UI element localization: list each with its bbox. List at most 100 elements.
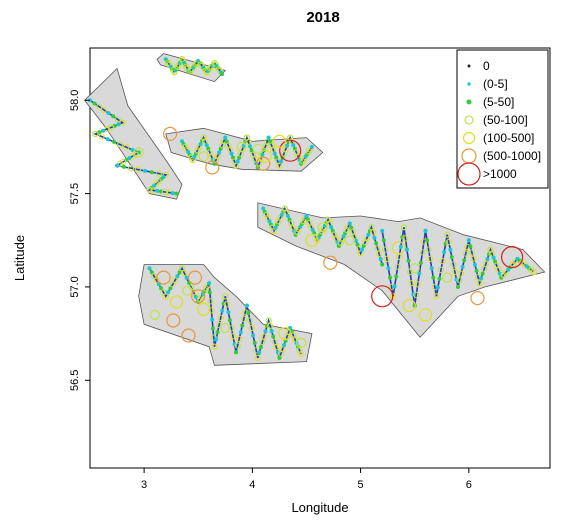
track-observation-point	[155, 170, 162, 177]
track-observation-point	[433, 293, 440, 300]
survey-area-north-strip	[156, 53, 227, 83]
track-observation-point	[215, 330, 220, 335]
track-observation-point	[220, 308, 225, 313]
track-observation-point	[170, 191, 175, 196]
track-observation-point	[146, 186, 153, 193]
track-observation-point	[152, 183, 157, 188]
legend-label: (500-1000]	[483, 149, 541, 163]
track-observation-point	[530, 268, 537, 276]
track-observation-point	[175, 274, 180, 279]
track-observation-point	[386, 266, 391, 271]
track-observation-point	[462, 250, 469, 257]
track-observation-point	[204, 143, 209, 148]
track-observation-point	[288, 326, 293, 330]
observation-point	[133, 147, 144, 158]
track-observation-point	[246, 317, 254, 324]
track-observation-point	[329, 225, 334, 230]
track-observation-point	[206, 149, 213, 156]
track-observation-point	[423, 228, 428, 233]
observation-point	[236, 141, 247, 152]
track-observation-point	[408, 280, 415, 287]
track-observation-point	[217, 314, 224, 321]
y-axis: 56.5 57.0 57.5 58.0	[69, 90, 90, 391]
track-observation-point	[207, 65, 214, 72]
observation-point	[187, 270, 203, 285]
legend-label: (100-500]	[483, 131, 534, 145]
track-observation-point	[211, 59, 218, 67]
observation-point	[198, 151, 209, 162]
track-observation-point	[296, 347, 303, 354]
track-observation-point	[281, 205, 288, 212]
track-observation-point	[449, 255, 454, 260]
track-observation-point	[405, 247, 409, 252]
observation-point	[278, 327, 292, 341]
track-observation-point	[337, 239, 344, 246]
track-observation-point	[262, 143, 269, 150]
track-observation-point	[200, 134, 207, 141]
track-observations	[88, 56, 537, 361]
track-observation-point	[418, 260, 423, 265]
observation-point	[317, 222, 328, 233]
track-observation-point	[479, 276, 484, 281]
x-tick-label: 6	[466, 479, 472, 491]
track-observation-point	[92, 130, 99, 137]
track-observation-point	[263, 211, 270, 218]
track-observation-point	[267, 219, 272, 224]
track-observation-point	[291, 143, 296, 148]
track-observation-point	[406, 258, 411, 263]
track-observation-point	[207, 281, 212, 286]
track-line-2	[181, 135, 313, 170]
track-observation-point	[96, 103, 103, 110]
track-observation-point	[178, 265, 186, 272]
y-axis-title: Latitude	[12, 235, 27, 281]
track-observation-point	[382, 246, 389, 253]
track-observation-point	[161, 188, 169, 196]
track-observation-point	[277, 355, 282, 360]
track-observation-point	[261, 206, 266, 211]
track-observation-point	[398, 244, 403, 249]
track-observation-point	[272, 151, 277, 156]
track-observation-point	[217, 150, 222, 155]
track-observation-point	[184, 275, 189, 280]
y-tick-label: 56.5	[69, 370, 81, 391]
track-observation-point	[112, 139, 116, 144]
track-observation-point	[238, 330, 243, 335]
track-observation-point	[279, 212, 284, 217]
track-observation-point	[266, 135, 271, 140]
track-observation-point	[120, 158, 127, 165]
legend-marker	[467, 64, 471, 68]
track-observation-point	[260, 333, 267, 340]
track-observation-point	[107, 124, 115, 131]
track-observation-point	[427, 255, 434, 262]
track-observation-point	[380, 228, 385, 233]
track-observation-point	[116, 122, 121, 127]
track-observation-point	[431, 275, 436, 280]
track-observation-point	[276, 162, 283, 169]
track-observation-point	[153, 180, 160, 187]
track-observation-point	[444, 231, 451, 238]
track-observation-point	[419, 249, 426, 256]
track-observation-point	[378, 257, 383, 262]
track-observation-point	[285, 214, 290, 218]
observation-point	[409, 263, 420, 274]
track-observation-point	[226, 310, 231, 315]
observation-point	[279, 139, 302, 162]
track-observation-point	[248, 144, 252, 149]
track-observation-point	[226, 146, 233, 153]
track-observation-point	[400, 224, 407, 231]
track-observation-point	[155, 188, 160, 193]
track-observation-point	[127, 156, 132, 161]
track-observation-point	[298, 351, 305, 358]
observation-point	[191, 289, 206, 304]
track-observation-point	[462, 258, 467, 263]
survey-area-south-west	[138, 264, 313, 366]
track-observation-point	[153, 277, 160, 284]
track-observation-point	[190, 289, 197, 296]
track-observation-point	[451, 268, 458, 276]
track-observation-point	[442, 250, 447, 255]
track-observation-point	[417, 271, 422, 276]
large-observations	[133, 126, 524, 348]
track-observation-point	[470, 255, 477, 262]
track-observation-point	[355, 242, 360, 247]
track-observation-point	[235, 159, 240, 164]
